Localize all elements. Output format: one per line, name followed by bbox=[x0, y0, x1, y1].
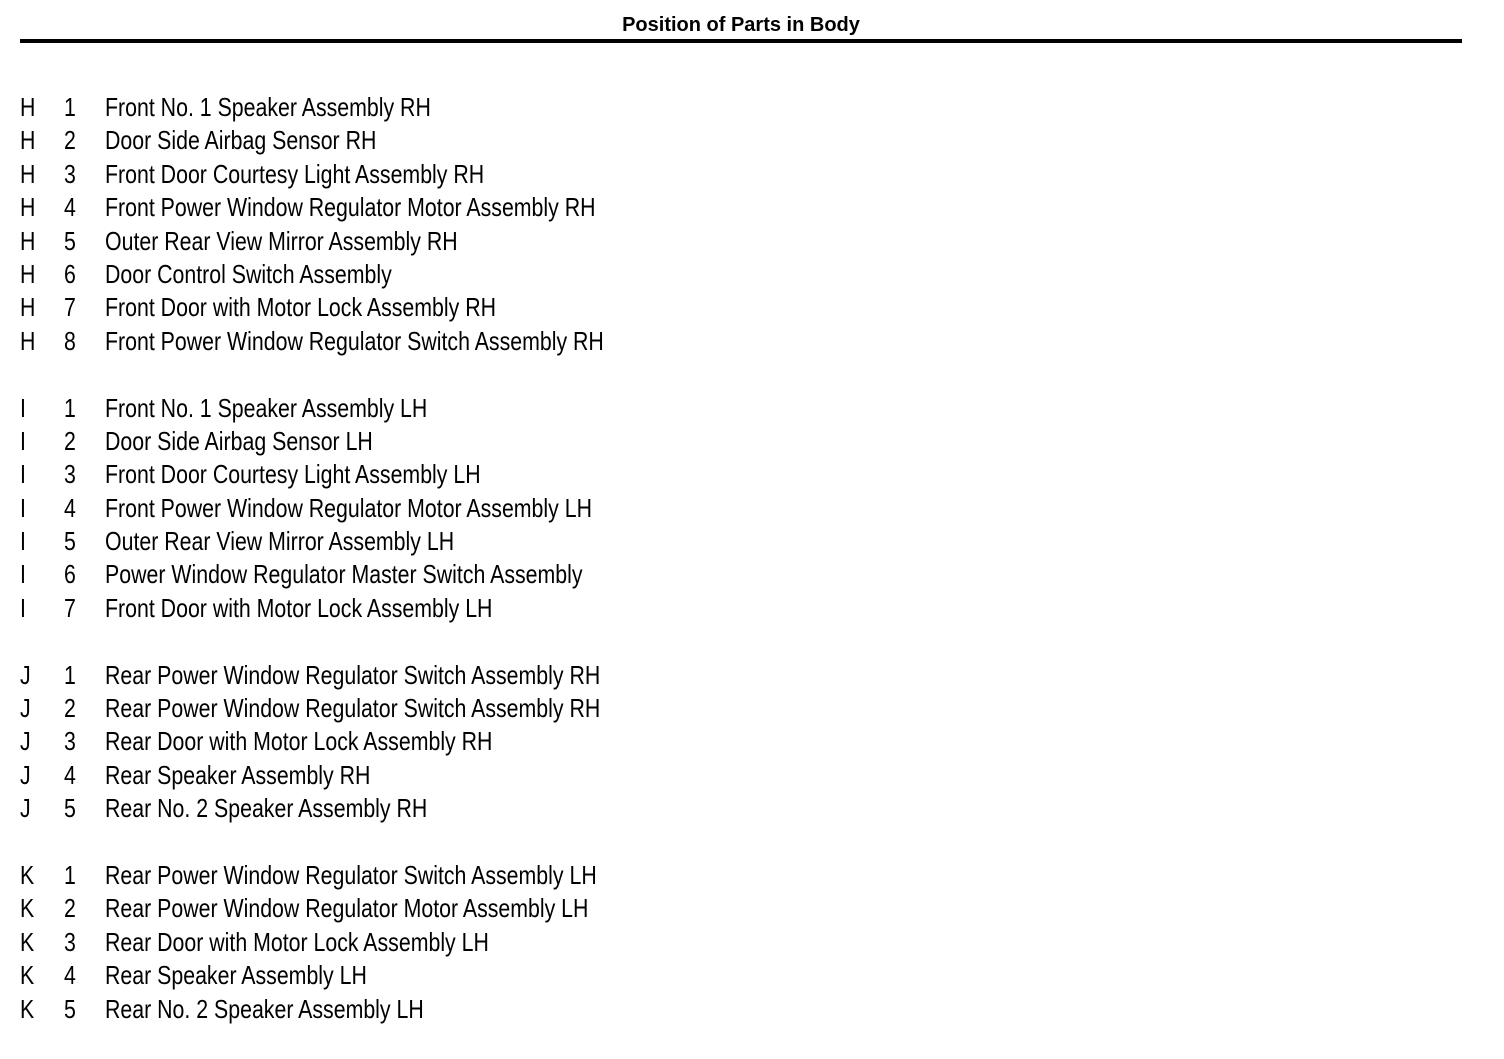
part-name: Front No. 1 Speaker Assembly LH bbox=[105, 392, 428, 423]
position-letter: H bbox=[20, 192, 36, 223]
position-letter: H bbox=[20, 325, 36, 356]
part-number: 3 bbox=[64, 926, 76, 957]
position-letter: H bbox=[20, 225, 36, 256]
part-number: 2 bbox=[64, 125, 76, 156]
part-name: Outer Rear View Mirror Assembly RH bbox=[105, 225, 458, 256]
part-name: Rear Power Window Regulator Switch Assem… bbox=[105, 693, 601, 724]
position-letter: I bbox=[20, 592, 26, 623]
part-number: 7 bbox=[64, 292, 76, 323]
part-number: 5 bbox=[64, 526, 76, 557]
position-letter: H bbox=[20, 158, 36, 189]
position-letter: J bbox=[20, 793, 31, 824]
part-number: 4 bbox=[64, 192, 76, 223]
part-name: Rear Door with Motor Lock Assembly RH bbox=[105, 726, 493, 757]
position-letter: K bbox=[20, 893, 35, 924]
position-letter: H bbox=[20, 292, 36, 323]
part-number: 1 bbox=[64, 392, 76, 423]
position-letter: I bbox=[20, 559, 26, 590]
part-name: Door Side Airbag Sensor LH bbox=[105, 425, 373, 456]
part-number: 3 bbox=[64, 726, 76, 757]
part-number: 6 bbox=[64, 258, 76, 289]
part-name: Front Power Window Regulator Motor Assem… bbox=[105, 492, 592, 523]
part-number: 3 bbox=[64, 459, 76, 490]
part-number: 5 bbox=[64, 993, 76, 1024]
part-name: Front Door with Motor Lock Assembly LH bbox=[105, 592, 493, 623]
part-number: 2 bbox=[64, 425, 76, 456]
part-name: Rear Power Window Regulator Motor Assemb… bbox=[105, 893, 589, 924]
part-name: Door Control Switch Assembly bbox=[105, 258, 392, 289]
part-name: Rear No. 2 Speaker Assembly LH bbox=[105, 993, 424, 1024]
part-name: Rear Door with Motor Lock Assembly LH bbox=[105, 926, 489, 957]
part-number: 2 bbox=[64, 893, 76, 924]
position-letter: H bbox=[20, 92, 36, 122]
part-number: 1 bbox=[64, 859, 76, 890]
part-number: 5 bbox=[64, 225, 76, 256]
part-name: Rear Speaker Assembly RH bbox=[105, 759, 371, 790]
part-number: 8 bbox=[64, 325, 76, 356]
part-number: 4 bbox=[64, 759, 76, 790]
part-number: 4 bbox=[64, 492, 76, 523]
part-name: Front Power Window Regulator Motor Assem… bbox=[105, 192, 596, 223]
position-letter: I bbox=[20, 425, 26, 456]
position-letter: H bbox=[20, 125, 36, 156]
part-number: 1 bbox=[64, 92, 76, 122]
position-letter: J bbox=[20, 759, 31, 790]
part-name: Door Side Airbag Sensor RH bbox=[105, 125, 377, 156]
part-number: 3 bbox=[64, 158, 76, 189]
position-letter: K bbox=[20, 859, 35, 890]
part-name: Rear Speaker Assembly LH bbox=[105, 960, 367, 991]
part-name: Front Door with Motor Lock Assembly RH bbox=[105, 292, 496, 323]
part-number: 1 bbox=[64, 659, 76, 690]
part-number: 4 bbox=[64, 960, 76, 991]
part-name: Front Door Courtesy Light Assembly RH bbox=[105, 158, 485, 189]
part-number: 7 bbox=[64, 592, 76, 623]
position-letter: I bbox=[20, 392, 26, 423]
title-rule bbox=[20, 39, 1462, 43]
position-letter: H bbox=[20, 258, 36, 289]
page-title: Position of Parts in Body bbox=[622, 14, 860, 36]
part-number: 6 bbox=[64, 559, 76, 590]
part-name: Front No. 1 Speaker Assembly RH bbox=[105, 92, 431, 122]
position-letter: K bbox=[20, 960, 35, 991]
position-letter: I bbox=[20, 459, 26, 490]
part-name: Rear Power Window Regulator Switch Assem… bbox=[105, 859, 597, 890]
position-letter: J bbox=[20, 693, 31, 724]
part-name: Rear Power Window Regulator Switch Assem… bbox=[105, 659, 601, 690]
part-number: 2 bbox=[64, 693, 76, 724]
position-letter: I bbox=[20, 526, 26, 557]
part-number: 5 bbox=[64, 793, 76, 824]
position-letter: K bbox=[20, 993, 35, 1024]
position-letter: J bbox=[20, 726, 31, 757]
part-name: Power Window Regulator Master Switch Ass… bbox=[105, 559, 583, 590]
position-letter: K bbox=[20, 926, 35, 957]
part-name: Front Power Window Regulator Switch Asse… bbox=[105, 325, 604, 356]
part-name: Front Door Courtesy Light Assembly LH bbox=[105, 459, 481, 490]
position-letter: I bbox=[20, 492, 26, 523]
position-letter: J bbox=[20, 659, 31, 690]
part-name: Rear No. 2 Speaker Assembly RH bbox=[105, 793, 428, 824]
part-name: Outer Rear View Mirror Assembly LH bbox=[105, 526, 455, 557]
